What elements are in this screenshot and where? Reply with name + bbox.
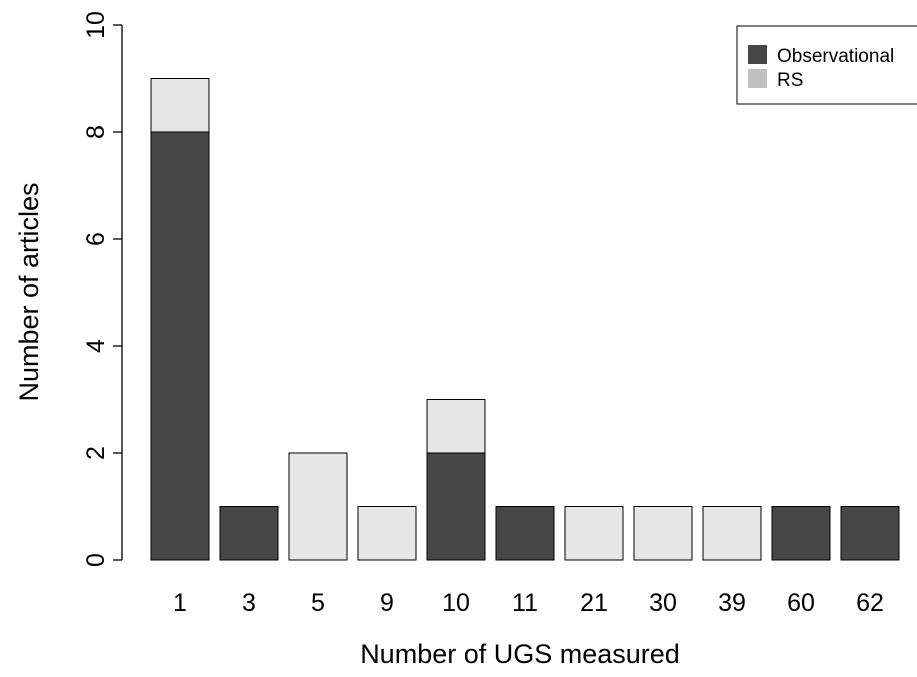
bar-observational-3 [219,506,279,561]
x-tick-label-60: 60 [787,589,815,617]
y-tick-label-4: 4 [82,339,110,353]
y-axis: 0 2 4 6 8 10 [82,11,123,567]
x-axis-label: Number of UGS measured [360,639,680,669]
x-tick-label-39: 39 [718,589,746,617]
y-tick-label-6: 6 [82,232,110,246]
x-tick-label-21: 21 [580,589,608,617]
bar-rs-39 [702,506,762,561]
y-tick-label-2: 2 [82,446,110,460]
bar-observational-62 [840,506,900,561]
x-tick-labels: 1 3 5 9 10 11 21 30 39 60 62 [173,589,884,617]
y-tick-label-8: 8 [82,125,110,139]
legend-box [736,25,917,105]
bar-rs-21 [564,506,624,561]
y-axis-label: Number of articles [14,182,44,401]
x-tick-label-62: 62 [856,589,884,617]
x-tick-label-30: 30 [649,589,677,617]
bar-rs-9 [357,506,417,561]
bars [150,78,900,561]
legend-swatch-rs [748,69,767,88]
legend-swatch-observational [748,45,767,64]
x-tick-label-10: 10 [442,589,470,617]
bar-rs-10 [426,399,486,454]
bar-rs-5 [288,452,348,561]
x-tick-label-9: 9 [380,589,394,617]
bar-observational-60 [771,506,831,561]
legend: Observational RS [736,25,917,105]
legend-label-observational: Observational [777,46,894,67]
y-tick-label-10: 10 [82,11,110,39]
legend-label-rs: RS [777,70,803,91]
bar-rs-30 [633,506,693,561]
x-tick-label-5: 5 [311,589,325,617]
bar-observational-10 [426,452,486,561]
bar-observational-1 [150,131,210,561]
bar-rs-1 [150,78,210,133]
bar-observational-11 [495,506,555,561]
x-tick-label-11: 11 [512,589,538,617]
x-tick-label-1: 1 [173,589,187,617]
x-tick-label-3: 3 [242,589,256,617]
y-tick-label-0: 0 [82,553,110,567]
